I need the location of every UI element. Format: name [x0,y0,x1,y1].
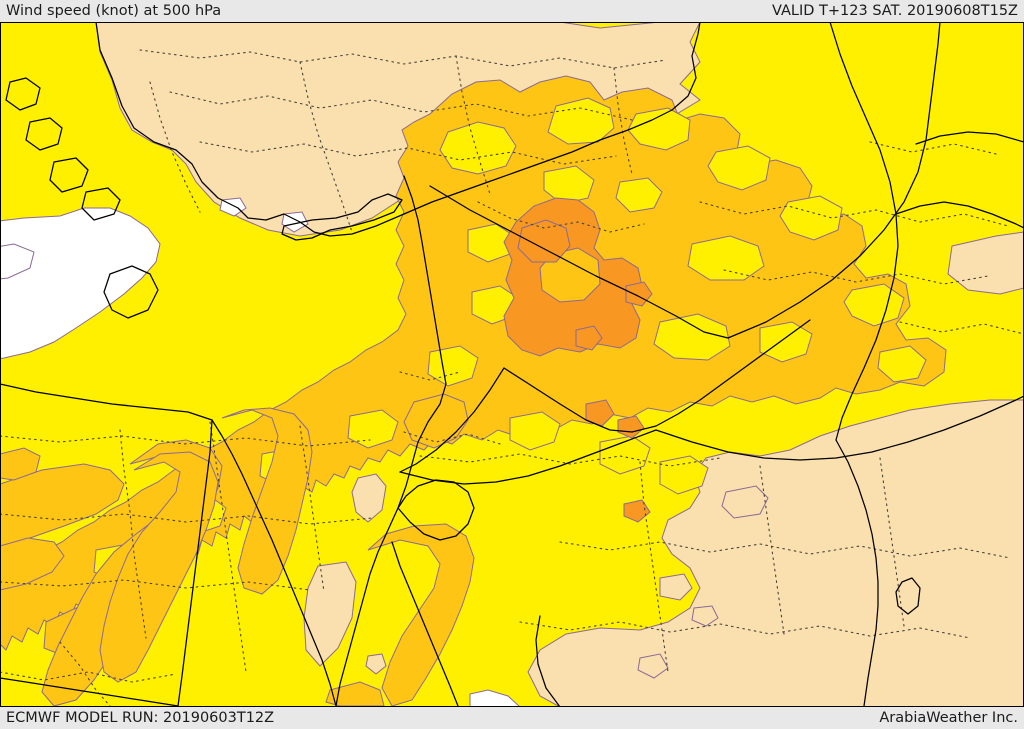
yellow-hole-8 [653,313,731,361]
border-iraq-iran [829,22,899,441]
border-redsea-east [391,541,459,707]
beige-patch-arabia [527,399,1024,707]
orange-islet-1 [575,325,603,351]
gold-patch-egypt-band-2 [0,537,65,591]
white-patch-aegean-2 [281,211,309,233]
gold-band-egypt-group [0,407,313,707]
admin-line-turkey-1 [139,49,667,69]
yellow-hole-20 [877,345,927,383]
admin-line-arabia-3 [519,621,971,639]
yellow-hole-13 [509,411,561,451]
beige-patch-redsea [303,561,357,667]
admin-line-arabia-v1 [639,461,669,673]
gold-patch-nile-strip [99,451,219,683]
country-borders-group [0,22,1024,707]
white-patch-gulf [469,689,521,707]
orange-islet-5 [617,415,645,439]
gold-patch-sinai-band [221,407,313,595]
page-title: Wind speed (knot) at 500 hPa [6,2,222,19]
admin-line-turkey-7 [613,67,633,175]
admin-line-arabia-2 [559,541,1011,559]
yellow-hole-5 [779,195,843,241]
admin-line-turkey-2 [169,91,633,121]
beige-patch-iran-se [947,231,1024,295]
yellow-hole-4 [707,145,771,191]
border-cyprus [281,193,403,241]
beige-patch-islet-1 [721,485,769,519]
orange-islet-2 [585,399,615,427]
border-turkey-iraq [727,22,941,339]
border-syria-jordan [399,367,505,473]
border-turkey-syria [429,185,729,339]
white-patch-med [0,207,161,360]
orange-patch-nw [517,219,571,263]
white-band-group [0,197,521,707]
yellow-hole-6 [843,283,905,327]
gold-patch-arabia-w2 [403,393,469,449]
admin-boundaries-group [0,49,1024,707]
beige-patch-islet-4 [637,653,669,679]
border-saudi-yemen [535,615,561,707]
border-egypt-north-coast [0,383,213,421]
yellow-hole-21 [543,165,595,205]
yellow-hole-16 [347,409,399,449]
beige-patch-islet-3 [691,605,719,627]
admin-line-sw-1 [0,671,177,683]
admin-line-egypt-h1 [0,435,371,447]
admin-line-iraq-1 [699,201,1009,227]
border-aegean-islands [5,77,159,319]
border-caspian-se [915,131,1024,145]
border-anatolia-coast [95,22,701,237]
border-egypt-south [0,677,179,707]
admin-line-egypt-v3 [299,425,325,593]
border-zagros [895,201,1024,229]
border-iraq-saudi [655,395,1024,461]
footer-bar: ECMWF MODEL RUN: 20190603T12Z ArabiaWeat… [0,707,1024,729]
admin-line-egypt-h3 [0,579,311,591]
yellow-hole-2 [547,97,615,145]
map-canvas[interactable] [0,22,1024,707]
wind-speed-contour-map[interactable] [0,22,1024,707]
border-jordan-saudi [399,429,657,485]
border-syria-iraq [503,319,811,433]
yellow-hole-9 [759,321,813,363]
model-run-label: ECMWF MODEL RUN: 20190603T12Z [6,709,275,726]
attribution-label: ArabiaWeather Inc. [879,709,1018,726]
admin-line-arabia-1 [419,453,721,467]
beige-patch-islet-2 [659,573,693,601]
orange-band-group [503,197,653,523]
valid-time-label: VALID T+123 SAT. 20190608T15Z [771,2,1018,19]
admin-line-egypt-v1 [209,421,247,673]
admin-line-turkey-4 [149,81,201,213]
beige-patch-dot-1 [365,653,387,675]
header-bar: Wind speed (knot) at 500 hPa VALID T+123… [0,0,1024,22]
admin-line-turkey-3 [199,141,617,165]
yellow-hole-1 [439,121,517,175]
admin-line-levant-1 [403,431,501,445]
admin-line-iran-2 [899,321,1024,335]
gold-patch-left-1 [0,447,41,481]
admin-line-iran-1 [869,141,997,155]
border-redsea-west [211,419,337,707]
border-qatar [895,577,921,615]
admin-line-turkey-5 [299,61,353,233]
border-levant-coast [335,175,447,707]
admin-line-iraq-2 [723,269,989,285]
admin-line-egypt-h2 [0,513,373,525]
admin-line-syria-1 [477,201,645,233]
yellow-hole-22 [615,177,663,213]
border-saudi-gulf-coast [835,439,879,707]
white-patch-med-lobe [0,243,35,280]
beige-patch-sinai [351,473,387,523]
admin-line-turkey-6 [455,55,491,195]
admin-line-levant-2 [399,371,461,381]
admin-line-sw-2 [59,641,111,707]
orange-islet-4 [623,499,651,523]
admin-line-egypt-v2 [119,429,147,639]
yellow-hole-7 [687,235,765,281]
border-sinai [397,479,475,541]
border-egypt-libya [177,419,213,707]
